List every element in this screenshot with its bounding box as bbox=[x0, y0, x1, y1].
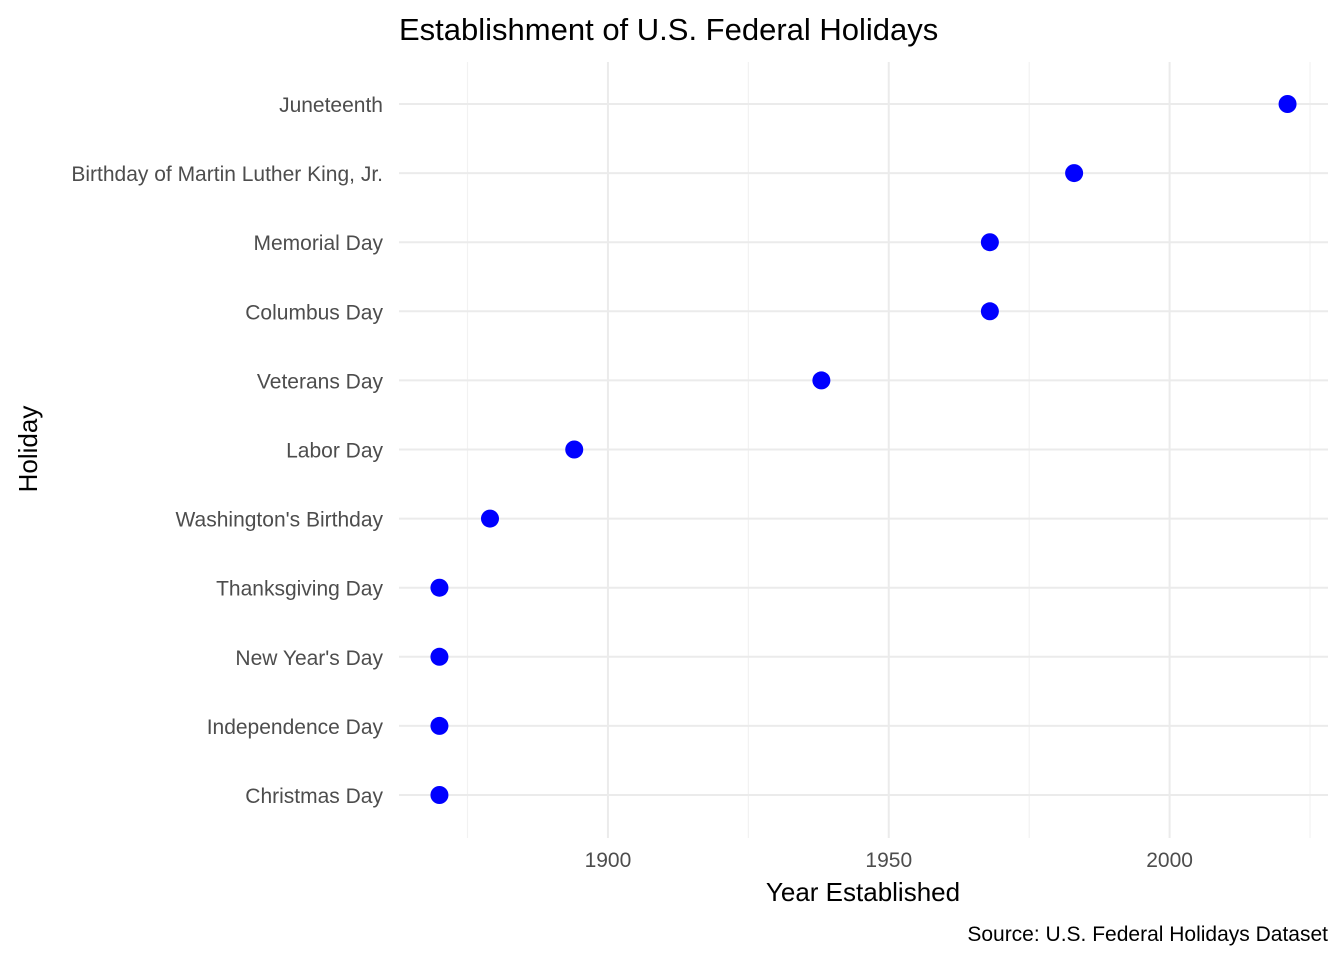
y-tick-label: Columbus Day bbox=[245, 301, 383, 324]
data-point bbox=[430, 647, 449, 666]
x-tick-label: 1900 bbox=[585, 849, 632, 872]
data-point bbox=[565, 440, 584, 459]
x-tick-label: 1950 bbox=[865, 849, 912, 872]
y-tick-label: Memorial Day bbox=[253, 232, 383, 255]
chart-title: Establishment of U.S. Federal Holidays bbox=[399, 12, 938, 47]
data-points bbox=[430, 95, 1297, 804]
data-point bbox=[1278, 95, 1297, 113]
data-point bbox=[980, 233, 999, 252]
y-tick-label: Washington's Birthday bbox=[176, 509, 384, 532]
x-tick-labels: 1900 1950 2000 bbox=[585, 849, 1193, 872]
gridlines bbox=[399, 62, 1328, 838]
y-tick-labels: Christmas Day Independence Day New Year's … bbox=[71, 94, 383, 808]
data-point bbox=[430, 578, 449, 597]
data-point bbox=[480, 509, 499, 528]
x-tick-label: 2000 bbox=[1146, 849, 1193, 872]
y-axis-title: Holiday bbox=[13, 406, 43, 493]
y-tick-label: Christmas Day bbox=[245, 785, 383, 808]
data-point bbox=[430, 716, 449, 735]
y-tick-label: Independence Day bbox=[207, 716, 384, 739]
data-point bbox=[1065, 164, 1084, 183]
source-caption: Source: U.S. Federal Holidays Dataset bbox=[967, 923, 1328, 946]
data-point bbox=[980, 302, 999, 321]
y-tick-label: Birthday of Martin Luther King, Jr. bbox=[71, 163, 383, 186]
y-tick-label: Veterans Day bbox=[257, 370, 384, 393]
x-axis-title: Year Established bbox=[766, 877, 960, 907]
y-tick-label: Labor Day bbox=[286, 440, 383, 463]
y-tick-label: Thanksgiving Day bbox=[216, 578, 383, 601]
y-tick-label: New Year's Day bbox=[235, 647, 383, 670]
data-point bbox=[812, 371, 831, 390]
y-tick-label: Juneteenth bbox=[279, 94, 383, 117]
data-point bbox=[430, 786, 449, 804]
